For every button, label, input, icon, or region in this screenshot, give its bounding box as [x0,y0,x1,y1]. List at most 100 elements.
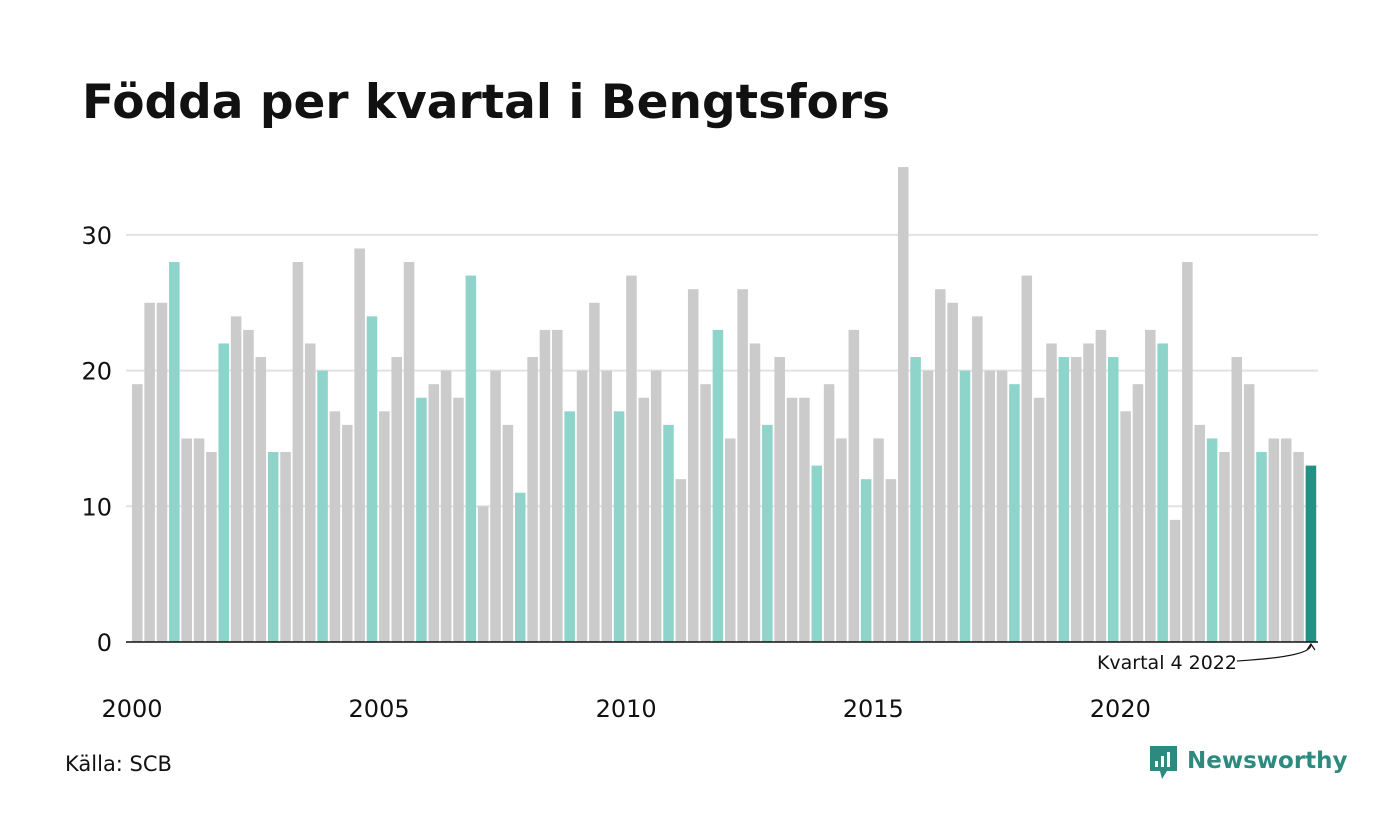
bar [317,370,328,642]
x-tick-label: 2010 [596,695,657,723]
bar [428,384,440,642]
bar [848,329,860,642]
bar [1107,357,1119,642]
bar [959,370,971,642]
bar [1219,452,1230,642]
bar [725,438,736,642]
bar [1243,384,1255,642]
bar [1095,329,1107,642]
bar [1169,519,1181,642]
bar [1083,343,1094,642]
bar [1120,411,1131,642]
bar [873,438,884,642]
bar [156,302,168,642]
annotation-label: Kvartal 4 2022 [1097,652,1237,674]
bar [1206,438,1218,642]
bar [910,357,921,642]
bar [1046,343,1057,642]
bar [243,329,254,642]
bar [700,384,711,642]
bar [564,411,575,642]
bar [1305,465,1317,642]
bar [836,438,847,642]
bar [1256,452,1267,642]
bar [885,479,897,642]
bar [613,411,625,642]
bar [465,275,477,642]
bar [552,329,563,642]
bar [280,452,291,642]
bar [749,343,761,642]
bar [329,411,341,642]
bar [453,397,464,642]
bar [737,289,748,642]
bar [255,357,267,642]
bar [811,465,823,642]
bars [132,167,1317,643]
x-tick-label: 2005 [349,695,410,723]
bar [576,370,588,642]
bar [663,424,674,642]
bar [1157,343,1168,642]
newsworthy-logo[interactable]: Newsworthy [1150,746,1348,779]
x-tick-label: 2015 [843,695,904,723]
bar [799,397,810,642]
bar [144,302,155,642]
annotation-arrowhead [1306,642,1316,651]
y-tick-label: 20 [81,358,112,386]
bar [218,343,230,642]
bar [527,357,538,642]
newsworthy-logo-icon [1150,746,1177,779]
bar [786,397,798,642]
source-label: Källa: SCB [65,752,172,776]
bar [132,384,143,642]
axes: 0 10 20 30 2000 2005 2010 2015 2020 [81,222,1318,723]
newsworthy-logo-text: Newsworthy [1187,748,1348,774]
bar [935,289,946,642]
bar [342,424,353,642]
bar [823,384,835,642]
bar [762,424,773,642]
bar [230,316,242,642]
bar [589,302,600,642]
bar [391,357,402,642]
bar [354,248,365,642]
bar [860,479,872,642]
bar [1132,384,1144,642]
bar [539,329,551,642]
bar [984,370,995,642]
bar [1293,452,1304,642]
bar [712,329,724,642]
bar [366,316,378,642]
x-tick-label: 2000 [101,695,162,723]
bar [193,438,205,642]
bar [514,492,526,642]
bar [1009,384,1020,642]
bar [626,275,637,642]
bar [1033,397,1045,642]
annotation-arrow [1236,644,1312,662]
bar [601,370,613,642]
bar [1021,275,1033,642]
bar [638,397,650,642]
bar [206,452,217,642]
y-tick-label: 0 [97,629,112,657]
bar [1268,438,1280,642]
bar [1145,329,1156,642]
bar [490,370,501,642]
bar [502,424,514,642]
bar [1231,357,1243,642]
bar [972,316,983,642]
bar [403,262,415,642]
bar [675,479,687,642]
bar [687,289,699,642]
bar [477,506,489,642]
chart-title: Födda per kvartal i Bengtsfors [82,75,890,130]
bar [292,262,304,642]
x-tick-label: 2020 [1090,695,1151,723]
y-tick-label: 30 [81,222,112,250]
bar [650,370,662,642]
bar [996,370,1008,642]
bar [440,370,452,642]
